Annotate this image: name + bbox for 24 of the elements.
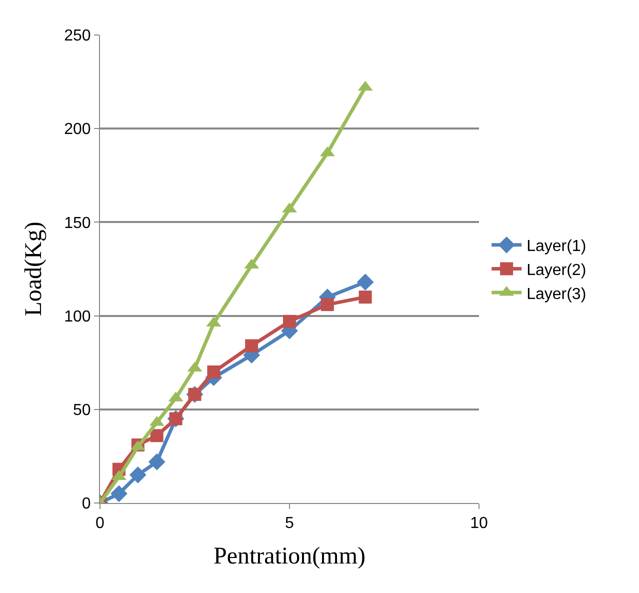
y-tick-label: 150 bbox=[64, 214, 91, 232]
point bbox=[150, 429, 164, 442]
point bbox=[207, 365, 220, 378]
x-axis-title: Pentration(mm) bbox=[214, 544, 366, 570]
y-tick-label: 0 bbox=[82, 496, 91, 513]
point bbox=[245, 339, 258, 352]
x-tick-label: 10 bbox=[470, 515, 488, 532]
point bbox=[358, 290, 372, 304]
x-tick-label: 5 bbox=[285, 515, 294, 532]
point bbox=[110, 485, 128, 502]
y-tick-label: 250 bbox=[64, 28, 91, 45]
y-axis-title: Load(Kg) bbox=[21, 222, 48, 316]
point bbox=[356, 274, 374, 291]
point bbox=[320, 298, 334, 312]
legend-label: Layer(3) bbox=[526, 286, 586, 303]
y-tick-label: 50 bbox=[73, 402, 91, 419]
legend-label: Layer(1) bbox=[526, 238, 586, 256]
x-tick-label: 0 bbox=[96, 515, 105, 532]
legend-label: Layer(2) bbox=[526, 262, 586, 279]
point bbox=[283, 314, 296, 328]
point bbox=[148, 453, 166, 470]
point bbox=[129, 466, 146, 484]
y-tick-label: 200 bbox=[64, 121, 91, 138]
y-tick-label: 100 bbox=[64, 308, 91, 326]
